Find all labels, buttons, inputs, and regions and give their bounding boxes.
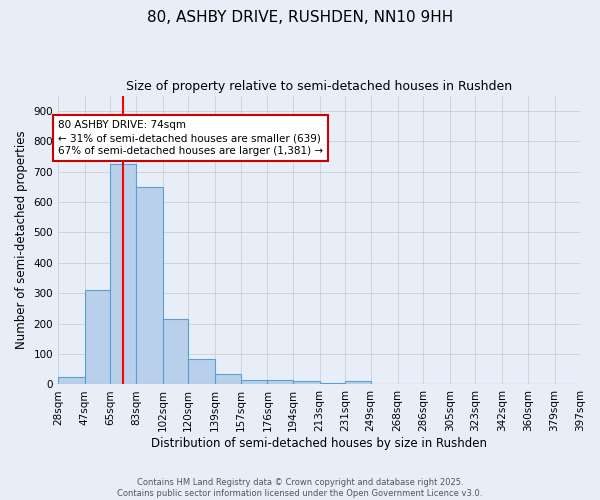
Text: 80 ASHBY DRIVE: 74sqm
← 31% of semi-detached houses are smaller (639)
67% of sem: 80 ASHBY DRIVE: 74sqm ← 31% of semi-deta… — [58, 120, 323, 156]
Bar — [163, 319, 188, 384]
Title: Size of property relative to semi-detached houses in Rushden: Size of property relative to semi-detach… — [126, 80, 512, 93]
Bar — [188, 358, 215, 384]
Text: 80, ASHBY DRIVE, RUSHDEN, NN10 9HH: 80, ASHBY DRIVE, RUSHDEN, NN10 9HH — [147, 10, 453, 25]
Bar — [215, 374, 241, 384]
Text: Contains HM Land Registry data © Crown copyright and database right 2025.
Contai: Contains HM Land Registry data © Crown c… — [118, 478, 482, 498]
X-axis label: Distribution of semi-detached houses by size in Rushden: Distribution of semi-detached houses by … — [151, 437, 487, 450]
Bar — [293, 382, 320, 384]
Bar — [345, 382, 371, 384]
Bar — [320, 383, 345, 384]
Bar — [85, 290, 110, 384]
Y-axis label: Number of semi-detached properties: Number of semi-detached properties — [15, 130, 28, 350]
Bar — [241, 380, 268, 384]
Bar — [136, 187, 163, 384]
Bar — [110, 164, 136, 384]
Bar — [58, 377, 85, 384]
Bar — [268, 380, 293, 384]
